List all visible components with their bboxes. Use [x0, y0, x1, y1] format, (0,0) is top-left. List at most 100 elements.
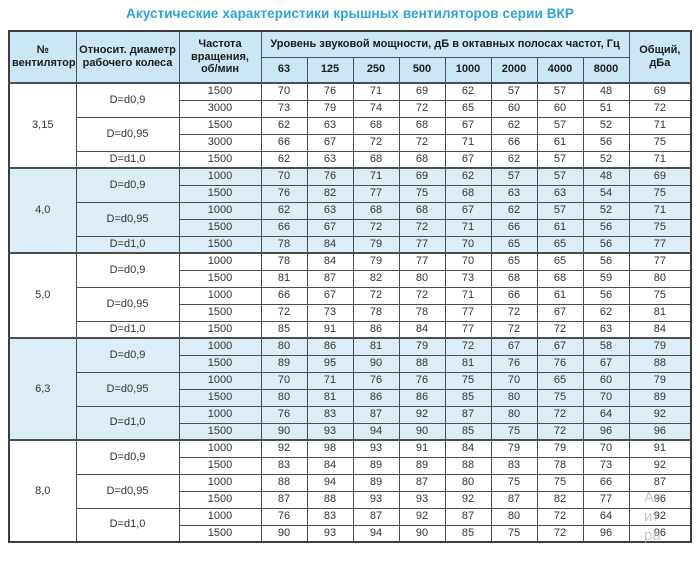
total-dba-cell: 96 — [628, 422, 692, 441]
spl-value-cell: 66 — [490, 133, 538, 152]
spl-value-cell: 82 — [306, 184, 354, 203]
spl-value-cell: 92 — [398, 405, 446, 424]
spl-value-cell: 75 — [444, 371, 492, 390]
spl-value-cell: 61 — [536, 218, 584, 237]
spl-value-cell: 80 — [398, 269, 446, 288]
spl-value-cell: 93 — [398, 490, 446, 509]
spl-value-cell: 65 — [490, 252, 538, 271]
spl-value-cell: 73 — [260, 99, 308, 118]
spl-value-cell: 66 — [490, 218, 538, 237]
spl-value-cell: 67 — [306, 218, 354, 237]
spl-value-cell: 78 — [260, 252, 308, 271]
spl-value-cell: 84 — [306, 252, 354, 271]
spl-value-cell: 71 — [444, 286, 492, 305]
fan-number-cell: 8,0 — [8, 439, 77, 543]
acoustic-characteristics-table: № вентилятора Относит. диаметр рабочего … — [8, 30, 693, 543]
spl-value-cell: 57 — [490, 167, 538, 186]
spl-value-cell: 92 — [260, 439, 308, 458]
spl-value-cell: 75 — [536, 473, 584, 492]
header-freq-4000: 4000 — [536, 56, 584, 84]
spl-value-cell: 62 — [444, 82, 492, 101]
spl-value-cell: 72 — [536, 507, 584, 526]
spl-value-cell: 85 — [444, 422, 492, 441]
header-row-main: № вентилятора Относит. диаметр рабочего … — [8, 30, 692, 84]
rpm-cell: 1500 — [178, 116, 262, 135]
total-dba-cell: 92 — [628, 405, 692, 424]
spl-value-cell: 70 — [490, 371, 538, 390]
header-freq-63: 63 — [260, 56, 308, 84]
spl-value-cell: 59 — [582, 269, 630, 288]
spl-value-cell: 63 — [306, 150, 354, 169]
header-fan-number: № вентилятора — [8, 30, 77, 84]
diameter-cell: D=d1,0 — [75, 320, 180, 339]
table-row: 1500 83 84 89 89 88 83 78 73 92 — [9, 456, 692, 475]
diameter-cell: D=d0,9 — [75, 167, 180, 203]
spl-value-cell: 67 — [306, 133, 354, 152]
rpm-cell: 1500 — [178, 354, 262, 373]
total-dba-cell: 79 — [628, 371, 692, 390]
total-dba-cell: 80 — [628, 269, 692, 288]
table-row: 3,15 D=d0,9 1500 70 76 71 69 62 57 57 48 69 — [8, 82, 692, 169]
spl-value-cell: 87 — [444, 507, 492, 526]
spl-value-cell: 63 — [306, 116, 354, 135]
spl-value-cell: 75 — [490, 473, 538, 492]
spl-value-cell: 65 — [444, 99, 492, 118]
spl-value-cell: 89 — [398, 456, 446, 475]
spl-value-cell: 95 — [306, 354, 354, 373]
spl-value-cell: 88 — [260, 473, 308, 492]
spl-value-cell: 76 — [306, 167, 354, 186]
spl-value-cell: 67 — [536, 337, 584, 356]
spl-value-cell: 94 — [306, 473, 354, 492]
spl-value-cell: 93 — [306, 422, 354, 441]
table-row: 1500 89 95 90 88 81 76 76 67 88 — [9, 354, 692, 373]
spl-value-cell: 54 — [582, 184, 630, 203]
spl-value-cell: 87 — [306, 269, 354, 288]
spl-value-cell: 72 — [352, 218, 400, 237]
rpm-cell: 1500 — [178, 218, 262, 237]
spl-value-cell: 75 — [490, 524, 538, 543]
rpm-cell: 1000 — [178, 337, 262, 356]
table-row: 1500 80 81 86 86 85 80 75 70 89 — [9, 388, 692, 407]
spl-value-cell: 52 — [582, 201, 630, 220]
spl-value-cell: 57 — [536, 82, 584, 101]
total-dba-cell: 75 — [628, 218, 692, 237]
spl-value-cell: 52 — [582, 116, 630, 135]
table-row: D=d1,0 1500 85 91 86 84 77 72 72 63 84 — [9, 320, 692, 339]
diameter-cell: D=d1,0 — [75, 507, 180, 543]
spl-value-cell: 90 — [260, 524, 308, 543]
table-row: 1500 90 93 94 90 85 75 72 96 96 — [9, 422, 692, 441]
spl-value-cell: 90 — [398, 422, 446, 441]
spl-value-cell: 67 — [536, 303, 584, 322]
spl-value-cell: 68 — [352, 116, 400, 135]
spl-value-cell: 89 — [352, 456, 400, 475]
spl-value-cell: 72 — [490, 320, 538, 339]
rpm-cell: 1500 — [178, 235, 262, 254]
table-row: D=d0,95 1500 62 63 68 68 67 62 57 52 71 — [9, 116, 692, 152]
spl-value-cell: 68 — [352, 150, 400, 169]
spl-value-cell: 72 — [352, 286, 400, 305]
spl-value-cell: 56 — [582, 218, 630, 237]
table-row: D=d1,0 1000 76 83 87 92 87 80 72 64 92 — [9, 405, 692, 441]
total-dba-cell: 87 — [628, 473, 692, 492]
spl-value-cell: 57 — [536, 116, 584, 135]
spl-value-cell: 62 — [490, 116, 538, 135]
table-row: 6,3 D=d0,9 1000 80 86 81 79 72 67 67 58 79 — [8, 337, 692, 441]
spl-value-cell: 92 — [444, 490, 492, 509]
spl-value-cell: 80 — [490, 388, 538, 407]
spl-value-cell: 66 — [490, 286, 538, 305]
spl-value-cell: 62 — [260, 150, 308, 169]
spl-value-cell: 66 — [260, 218, 308, 237]
total-dba-cell: 92 — [628, 456, 692, 475]
spl-value-cell: 90 — [398, 524, 446, 543]
spl-value-cell: 68 — [398, 150, 446, 169]
rpm-cell: 1000 — [178, 507, 262, 526]
diameter-cell: D=d0,95 — [75, 201, 180, 237]
fan-number-cell: 5,0 — [8, 252, 77, 339]
spl-value-cell: 84 — [306, 235, 354, 254]
header-diameter: Относит. диаметр рабочего колеса — [75, 30, 180, 84]
spl-value-cell: 92 — [398, 507, 446, 526]
spl-value-cell: 66 — [260, 133, 308, 152]
spl-value-cell: 62 — [444, 167, 492, 186]
rpm-cell: 1000 — [178, 167, 262, 186]
header-freq-250: 250 — [352, 56, 400, 84]
